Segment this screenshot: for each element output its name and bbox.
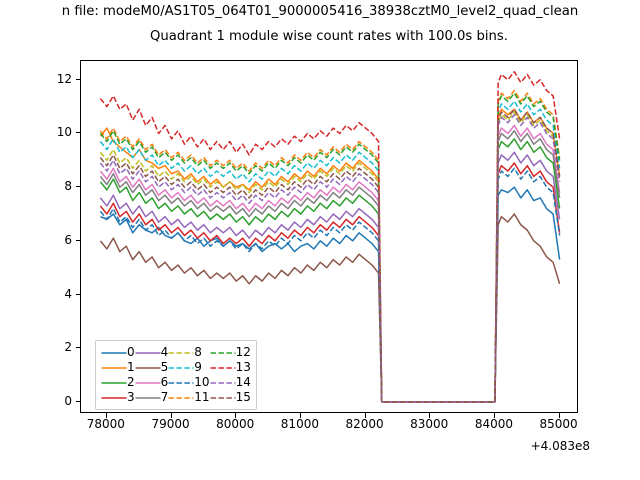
x-tick-mark [364, 413, 366, 418]
x-tick-label: 84000 [474, 417, 514, 431]
legend-label-6: 6 [160, 375, 169, 389]
y-tick-label: 6 [64, 232, 72, 247]
legend-label-8: 8 [194, 345, 202, 359]
legend-row: 0 4 8 12 [101, 345, 251, 360]
series-line-5 [99, 213, 561, 403]
series-line-2 [99, 138, 561, 403]
y-tick-mark [75, 132, 80, 134]
legend-label-4: 4 [160, 345, 169, 359]
x-tick-label: 79000 [151, 417, 190, 431]
legend-swatch-2 [101, 375, 127, 390]
x-tick-mark [105, 413, 107, 418]
legend-swatch-5 [135, 360, 161, 375]
y-tick-label: 10 [56, 125, 72, 140]
legend-label-0: 0 [127, 345, 135, 359]
series-line-14 [99, 113, 561, 403]
legend-label-9: 9 [194, 360, 202, 374]
legend-label-12: 12 [235, 345, 251, 359]
legend-swatch-7 [135, 390, 161, 405]
series-line-3 [99, 162, 561, 403]
legend-row: 1 5 9 13 [101, 360, 251, 375]
series-line-4 [99, 151, 561, 403]
legend-swatch-3 [101, 390, 127, 405]
legend-label-15: 15 [235, 390, 251, 404]
series-line-10 [99, 167, 561, 403]
x-tick-label: 85000 [539, 417, 578, 431]
plot-lines [99, 70, 561, 403]
x-tick-label: 81000 [280, 417, 319, 431]
legend-swatch-8 [168, 345, 194, 360]
legend-swatch-6 [135, 375, 161, 390]
legend-label-2: 2 [127, 375, 135, 389]
x-tick-mark [299, 413, 301, 418]
x-tick-mark [558, 413, 560, 418]
y-tick-label: 12 [56, 71, 72, 86]
legend-row: 3 7 11 15 [101, 390, 251, 405]
legend-label-7: 7 [160, 390, 169, 404]
legend-swatch-4 [135, 345, 161, 360]
x-tick-label: 78000 [86, 417, 125, 431]
legend-label-14: 14 [235, 375, 251, 389]
series-line-15 [99, 108, 561, 403]
legend-swatch-10 [168, 375, 194, 390]
legend-swatch-11 [168, 390, 194, 405]
legend-swatch-15 [210, 390, 236, 405]
legend-swatch-13 [210, 360, 236, 375]
series-line-7 [99, 130, 561, 403]
y-tick-mark [75, 400, 80, 402]
legend-swatch-9 [168, 360, 194, 375]
legend-label-13: 13 [235, 360, 251, 374]
x-tick-mark [429, 413, 431, 418]
legend-label-10: 10 [194, 375, 210, 389]
x-tick-label: 80000 [216, 417, 255, 431]
series-line-12 [99, 92, 561, 403]
x-tick-mark [170, 413, 172, 418]
y-tick-label: 8 [64, 179, 72, 194]
x-tick-label: 83000 [410, 417, 449, 431]
series-line-6 [99, 124, 561, 403]
x-tick-mark [493, 413, 495, 418]
y-tick-mark [75, 78, 80, 80]
y-tick-label: 2 [64, 340, 72, 355]
y-tick-label: 4 [64, 286, 72, 301]
series-line-1 [99, 108, 561, 403]
series-line-8 [99, 111, 561, 403]
legend-row: 2 6 10 14 [101, 375, 251, 390]
figure-suptitle: n file: modeM0/AS1T05_064T01_9000005416_… [61, 4, 579, 19]
legend-label-3: 3 [127, 390, 135, 404]
x-tick-mark [235, 413, 237, 418]
series-line-9 [99, 100, 561, 403]
chart-legend[interactable]: 0 4 8 12 1 5 9 13 2 6 10 14 3 7 11 15 [95, 340, 257, 410]
legend-swatch-12 [210, 345, 236, 360]
page-title: Quadrant 1 module wise count rates with … [150, 29, 508, 44]
y-tick-mark [75, 347, 80, 349]
y-tick-mark [75, 186, 80, 188]
legend-swatch-0 [101, 345, 127, 360]
y-tick-label: 0 [64, 393, 72, 408]
x-tick-label: 82000 [345, 417, 384, 431]
y-tick-mark [75, 293, 80, 295]
series-line-0 [100, 186, 561, 403]
series-line-11 [99, 89, 561, 403]
legend-swatch-1 [101, 360, 127, 375]
x-axis-offset-label: +4.083e8 [530, 439, 590, 453]
legend-swatch-14 [210, 375, 236, 390]
y-tick-mark [75, 239, 80, 241]
series-line-13 [99, 70, 561, 403]
legend-table: 0 4 8 12 1 5 9 13 2 6 10 14 3 7 11 15 [101, 345, 251, 405]
legend-label-5: 5 [160, 360, 169, 374]
legend-label-1: 1 [127, 360, 135, 374]
legend-label-11: 11 [194, 390, 210, 404]
